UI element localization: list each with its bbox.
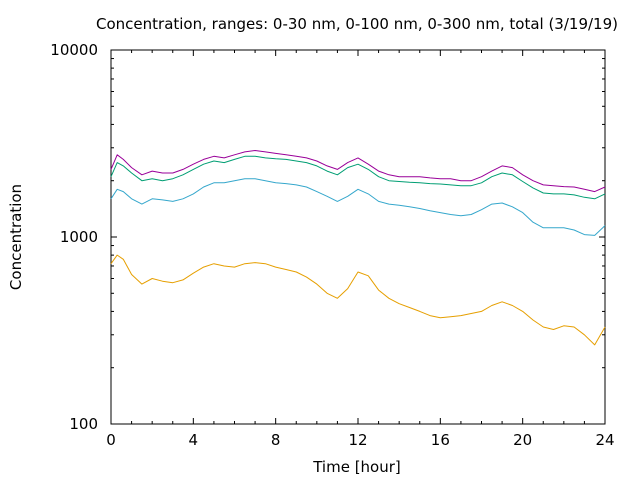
series-line-4 [110,254,606,346]
series-line-2 [110,155,606,200]
x-tick-label: 4 [189,431,199,449]
chart-title: Concentration, ranges: 0-30 nm, 0-100 nm… [96,15,618,33]
x-tick-label: 0 [106,431,116,449]
plot-frame [110,49,606,425]
series-line-3 [110,178,606,236]
y-axis-label: Concentration [7,184,25,290]
x-tick-label: 24 [595,431,614,449]
y-tick-label: 100 [69,415,98,433]
x-tick-label: 20 [513,431,532,449]
x-tick-label: 16 [431,431,450,449]
x-tick-label: 12 [348,431,367,449]
y-tick-label: 1000 [60,228,98,246]
x-axis-label: Time [hour] [312,458,401,476]
x-tick-label: 8 [271,431,281,449]
series-line-1 [110,150,606,193]
y-tick-label: 10000 [50,41,98,59]
plot-area: 0 4 8 12 16 20 24 100 1000 10000 [50,41,614,449]
